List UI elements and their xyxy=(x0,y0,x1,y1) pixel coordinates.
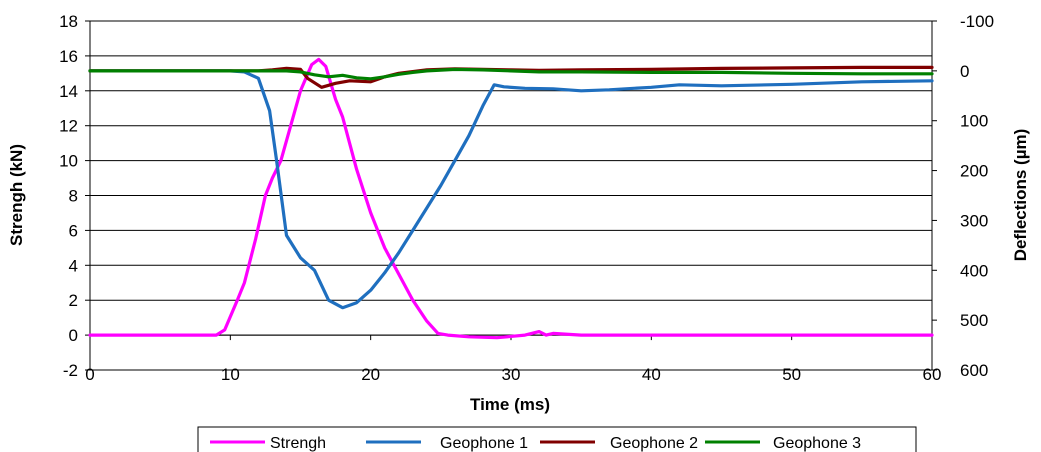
legend: Strengh Geophone 1 Geophone 2 Geophone 3 xyxy=(197,426,917,452)
y2-tick-label: 300 xyxy=(960,211,988,230)
series-line-geophone-1 xyxy=(88,69,934,310)
x-tick-label: 60 xyxy=(923,365,942,384)
y-tick-label: 10 xyxy=(59,152,78,171)
y2-tick-label: 500 xyxy=(960,311,988,330)
y-tick-label: 8 xyxy=(69,187,78,206)
y2-tick-label: 100 xyxy=(960,112,988,131)
y2-tick-label: 200 xyxy=(960,162,988,181)
x-tick-label: 10 xyxy=(221,365,240,384)
legend-box xyxy=(197,426,917,452)
x-tick-label: 0 xyxy=(85,365,94,384)
series-line-strengh xyxy=(88,57,934,340)
y-tick-label: 6 xyxy=(69,221,78,240)
y2-axis-title: Deflections (µm) xyxy=(1011,129,1030,262)
x-tick-label: 20 xyxy=(361,365,380,384)
y2-tick-label: 400 xyxy=(960,261,988,280)
y2-tick-label: 0 xyxy=(960,62,969,81)
y-tick-label: 12 xyxy=(59,117,78,136)
y-tick-label: 18 xyxy=(59,12,78,31)
y-tick-label: 2 xyxy=(69,291,78,310)
legend-label-geophone-1: Geophone 1 xyxy=(440,435,528,452)
y-tick-label: 0 xyxy=(69,326,78,345)
y2-tick-label: -100 xyxy=(960,12,994,31)
y-tick-label: 4 xyxy=(69,256,78,275)
x-tick-label: 50 xyxy=(782,365,801,384)
legend-label-geophone-2: Geophone 2 xyxy=(610,435,698,452)
legend-label-geophone-3: Geophone 3 xyxy=(773,435,861,452)
y-axis-title: Strengh (kN) xyxy=(7,144,26,246)
x-axis-title: Time (ms) xyxy=(470,395,550,414)
series-line-geophone-3 xyxy=(88,67,934,81)
x-tick-label: 30 xyxy=(502,365,521,384)
y-tick-label: -2 xyxy=(63,361,78,380)
y-tick-label: 16 xyxy=(59,47,78,66)
x-tick-label: 40 xyxy=(642,365,661,384)
series-group xyxy=(88,57,934,340)
y2-tick-label: 600 xyxy=(960,361,988,380)
y-tick-label: 14 xyxy=(59,82,78,101)
legend-label-strengh: Strengh xyxy=(270,435,326,452)
